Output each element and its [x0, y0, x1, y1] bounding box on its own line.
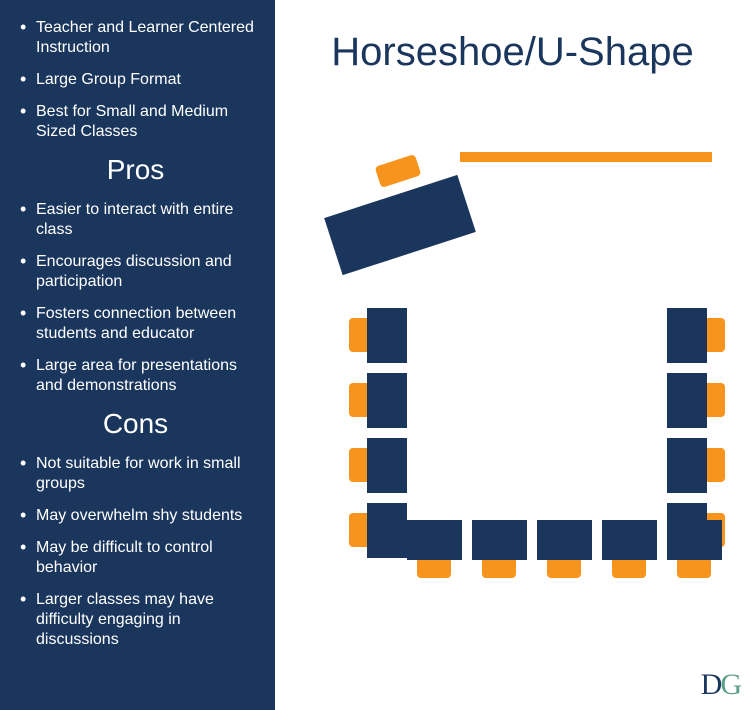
student-desk [472, 520, 527, 560]
con-item: May overwhelm shy students [20, 506, 257, 526]
logo: DG [701, 668, 740, 702]
student-chair [349, 448, 367, 482]
intro-bullet: Teacher and Learner Centered Instruction [20, 18, 257, 58]
pro-item: Easier to interact with entire class [20, 200, 257, 240]
student-desk [602, 520, 657, 560]
student-chair [482, 560, 516, 578]
student-chair [547, 560, 581, 578]
student-desk [367, 373, 407, 428]
student-chair [349, 513, 367, 547]
logo-d: D [701, 668, 721, 701]
con-item: Larger classes may have difficulty engag… [20, 590, 257, 650]
student-desk [367, 308, 407, 363]
student-chair [677, 560, 711, 578]
con-item: May be difficult to control behavior [20, 538, 257, 578]
pros-list: Easier to interact with entire class Enc… [14, 200, 257, 396]
student-desk [367, 438, 407, 493]
sidebar: Teacher and Learner Centered Instruction… [0, 0, 275, 710]
logo-g: G [720, 668, 740, 701]
intro-bullet: Large Group Format [20, 70, 257, 90]
pros-heading: Pros [14, 154, 257, 186]
con-item: Not suitable for work in small groups [20, 454, 257, 494]
student-desk [667, 520, 722, 560]
pro-item: Encourages discussion and participation [20, 252, 257, 292]
teacher-desk [324, 175, 476, 275]
whiteboard [460, 152, 712, 162]
teacher-chair [375, 154, 422, 188]
classroom-diagram [275, 0, 750, 710]
pro-item: Fosters connection between students and … [20, 304, 257, 344]
pro-item: Large area for presentations and demonst… [20, 356, 257, 396]
student-desk [667, 308, 707, 363]
student-chair [349, 318, 367, 352]
main-panel: Horseshoe/U-Shape DG [275, 0, 750, 710]
student-chair [349, 383, 367, 417]
student-chair [707, 318, 725, 352]
intro-list: Teacher and Learner Centered Instruction… [14, 18, 257, 142]
student-desk [367, 503, 407, 558]
student-desk [407, 520, 462, 560]
cons-list: Not suitable for work in small groups Ma… [14, 454, 257, 650]
student-desk [667, 438, 707, 493]
student-chair [707, 383, 725, 417]
cons-heading: Cons [14, 408, 257, 440]
student-chair [417, 560, 451, 578]
student-desk [667, 373, 707, 428]
student-chair [707, 448, 725, 482]
student-desk [537, 520, 592, 560]
intro-bullet: Best for Small and Medium Sized Classes [20, 102, 257, 142]
student-chair [612, 560, 646, 578]
